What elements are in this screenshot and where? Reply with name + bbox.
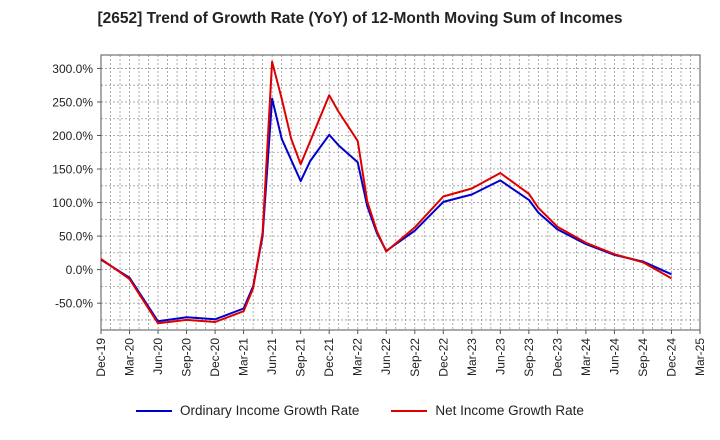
y-tick-label: 250.0% (52, 95, 93, 109)
grid-lines (100, 55, 701, 330)
y-tick-label: 150.0% (52, 163, 93, 177)
x-tick-label: Sep-24 (636, 338, 650, 377)
legend-swatch-blue (136, 409, 173, 412)
x-tick-label: Sep-21 (294, 338, 308, 377)
x-tick-label: Mar-23 (465, 338, 479, 376)
x-tick-label: Sep-22 (408, 338, 422, 377)
y-tick-label: 300.0% (52, 62, 93, 76)
legend-swatch-red (391, 409, 428, 412)
x-tick-label: Dec-22 (436, 338, 450, 377)
x-tick-label: Mar-25 (693, 338, 707, 376)
axes (97, 54, 701, 334)
x-tick-label: Jun-20 (151, 338, 165, 375)
y-tick-label: -50.0% (55, 297, 93, 311)
y-tick-label: 50.0% (59, 230, 93, 244)
legend-label-ordinary-income: Ordinary Income Growth Rate (180, 403, 360, 418)
x-tick-label: Mar-20 (123, 338, 137, 376)
plot-frame (100, 54, 701, 331)
series-lines (100, 60, 672, 325)
net-income-growth-line (100, 60, 672, 325)
x-tick-label: Mar-24 (579, 338, 593, 376)
legend-item-net-income: Net Income Growth Rate (391, 403, 584, 418)
x-tick-label: Jun-21 (265, 338, 279, 375)
x-tick-label: Dec-24 (664, 338, 678, 377)
x-tick-label: Dec-20 (208, 338, 222, 377)
y-tick-label: 100.0% (52, 196, 93, 210)
x-tick-label: Jun-24 (607, 338, 621, 375)
x-tick-label: Mar-22 (351, 338, 365, 376)
legend-label-net-income: Net Income Growth Rate (435, 403, 584, 418)
x-tick-label: Mar-21 (237, 338, 251, 376)
x-tick-label: Jun-22 (379, 338, 393, 375)
chart-title: [2652] Trend of Growth Rate (YoY) of 12-… (97, 10, 623, 27)
ordinary-income-growth-line (100, 97, 672, 323)
legend: Ordinary Income Growth Rate Net Income G… (0, 403, 720, 418)
x-tick-label: Jun-23 (493, 338, 507, 375)
x-tick-label: Dec-19 (94, 338, 108, 377)
y-tick-labels: 300.0% 250.0% 200.0% 150.0% 100.0% 50.0% 0.0% -… (52, 62, 93, 311)
y-tick-label: 200.0% (52, 129, 93, 143)
y-tick-label: 0.0% (66, 263, 94, 277)
x-tick-label: Dec-21 (322, 338, 336, 377)
x-tick-label: Dec-23 (550, 338, 564, 377)
x-tick-labels: Dec-19 Mar-20 Jun-20 Sep-20 Dec-20 Mar-21 Jun-… (94, 338, 707, 377)
legend-item-ordinary-income: Ordinary Income Growth Rate (136, 403, 359, 418)
x-tick-label: Sep-20 (180, 338, 194, 377)
x-tick-label: Sep-23 (522, 338, 536, 377)
